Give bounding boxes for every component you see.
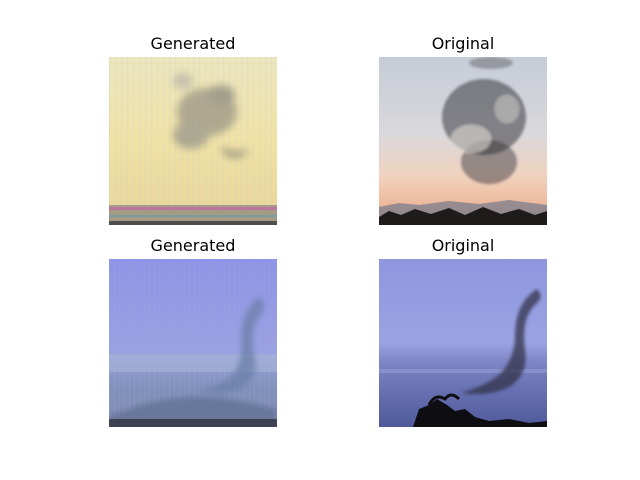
- panel-title: Generated: [150, 34, 236, 53]
- generated-image-1: [109, 57, 277, 225]
- panel-title: Generated: [150, 236, 236, 255]
- panel-title: Original: [431, 34, 495, 53]
- original-image-2: [379, 259, 547, 427]
- panel-title: Original: [431, 236, 495, 255]
- original-image-1: [379, 57, 547, 225]
- generated-image-2: [109, 259, 277, 427]
